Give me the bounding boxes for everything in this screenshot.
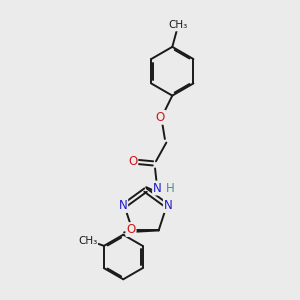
Text: O: O xyxy=(126,223,136,236)
Text: N: N xyxy=(164,199,172,212)
Text: H: H xyxy=(166,182,174,194)
Text: N: N xyxy=(118,199,127,212)
Text: CH₃: CH₃ xyxy=(78,236,97,245)
Text: N: N xyxy=(153,182,162,194)
Text: CH₃: CH₃ xyxy=(169,20,188,31)
Text: O: O xyxy=(156,111,165,124)
Text: O: O xyxy=(128,155,137,168)
